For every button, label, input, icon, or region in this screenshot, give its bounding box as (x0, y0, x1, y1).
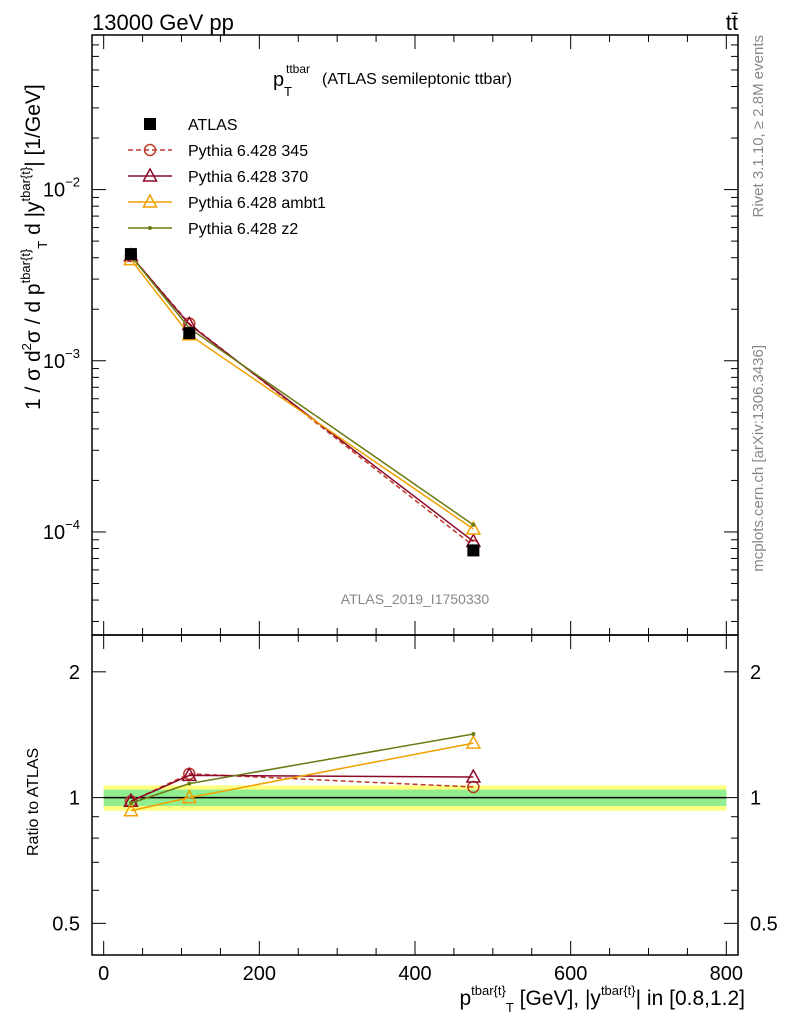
title-rest: (ATLAS semileptonic ttbar) (322, 71, 512, 88)
main-atlas-marker (183, 327, 196, 340)
legend-pythia-6-428-370-label: Pythia 6.428 370 (188, 169, 308, 186)
main-atlas-marker (467, 544, 480, 557)
ratio-y-axis-label: Ratio to ATLAS (25, 748, 42, 856)
main-pythia-6-428-370-line (130, 255, 474, 543)
legend-pythia-6-428-345-label: Pythia 6.428 345 (188, 143, 308, 160)
ratio-y-tick-label: 1 (69, 788, 80, 810)
title-sub: T (284, 84, 292, 99)
legend-pythia-6-428-ambt1-marker (142, 193, 158, 208)
ratio-axis-ticks (92, 635, 738, 955)
ratio-series-group (123, 731, 482, 817)
ratio-y-tick-label-right: 0.5 (750, 913, 778, 935)
ratio-pythia-6-428-370-marker (465, 768, 482, 783)
main-y-tick-label: 10−4 (43, 517, 80, 544)
main-y-tick-label: 10−3 (43, 346, 80, 373)
ratio-pythia-6-428-z2-marker (128, 801, 133, 806)
plot-title: p ttbar T (ATLAS semileptonic ttbar) (273, 62, 512, 99)
ratio-y-tick-label-right: 1 (750, 788, 761, 810)
legend-pythia-6-428-370: Pythia 6.428 370 (128, 167, 308, 186)
legend-atlas: ATLAS (144, 117, 238, 134)
ratio-pythia-6-428-ambt1-marker (123, 802, 139, 817)
legend-pythia-6-428-345: Pythia 6.428 345 (128, 143, 308, 160)
x-tick-labels: 0 200 400 600 800 (98, 963, 743, 985)
ratio-pythia-6-428-370-marker (181, 766, 198, 782)
process-label: tt̄ (726, 10, 738, 35)
ratio-y-tick-labels: 0.5 0.5 1 1 2 2 (52, 662, 778, 936)
ratio-pythia-6-428-370-marker (123, 792, 139, 808)
x-axis-label: ptbar{t}T [GeV], |ytbar{t}| in [0.8,1.2] (459, 983, 745, 1015)
main-pythia-6-428-z2-line (130, 255, 474, 526)
ratio-pythia-6-428-ambt1-marker (465, 734, 482, 749)
legend-pythia-6-428-ambt1-label: Pythia 6.428 ambt1 (188, 195, 326, 212)
legend-atlas-marker (144, 118, 156, 130)
analysis-watermark: ATLAS_2019_I1750330 (341, 591, 490, 607)
x-tick-label: 800 (710, 963, 743, 985)
x-tick-label: 200 (243, 963, 276, 985)
energy-label: 13000 GeV pp (92, 10, 234, 35)
title-p: p (273, 69, 284, 91)
ratio-uncertainty-band (103, 785, 727, 811)
legend-pythia-6-428-z2-label: Pythia 6.428 z2 (188, 221, 298, 238)
main-y-axis-label: 1 / σ d2σ / d ptbar{t}T d |ytbar{t}| [1/… (18, 84, 50, 410)
x-tick-label: 0 (98, 963, 109, 985)
mcplots-label: mcplots.cern.ch [arXiv:1306.3436] (750, 345, 767, 572)
legend-pythia-6-428-z2: Pythia 6.428 z2 (128, 221, 298, 238)
ratio-pythia-6-428-370-line (130, 774, 474, 802)
main-axis-ticks (92, 34, 738, 635)
ratio-y-tick-label: 0.5 (52, 913, 80, 935)
ratio-y-tick-label-right: 2 (750, 662, 761, 684)
legend-pythia-6-428-345-marker (143, 143, 157, 157)
main-y-tick-label: 10−2 (43, 175, 80, 202)
legend-pythia-6-428-z2-marker (148, 226, 152, 230)
main-series-group (123, 247, 482, 557)
ratio-y-tick-label: 2 (69, 662, 80, 684)
ratio-pythia-6-428-ambt1-marker (181, 789, 198, 804)
legend-pythia-6-428-ambt1: Pythia 6.428 ambt1 (128, 193, 326, 212)
x-tick-label: 600 (554, 963, 587, 985)
ratio-pythia-6-428-345-line (130, 773, 474, 802)
main-pythia-6-428-z2-marker (471, 522, 476, 527)
rivet-label: Rivet 3.1.10, ≥ 2.8M events (750, 35, 767, 218)
ratio-pythia-6-428-z2-marker (187, 781, 192, 786)
main-atlas-marker (124, 248, 137, 261)
title-sup: ttbar (286, 62, 310, 76)
ratio-pythia-6-428-z2-marker (471, 731, 476, 736)
legend-atlas-label: ATLAS (188, 117, 238, 134)
x-tick-label: 400 (398, 963, 431, 985)
ratio-pythia-6-428-ambt1-line (130, 742, 474, 812)
main-pythia-6-428-ambt1-marker (465, 520, 482, 535)
legend: ATLAS Pythia 6.428 345 Pythia 6.428 370 Pyt… (128, 117, 326, 238)
main-y-tick-labels: 10−2 10−3 10−4 (43, 175, 80, 544)
legend-pythia-6-428-370-marker (142, 167, 158, 182)
